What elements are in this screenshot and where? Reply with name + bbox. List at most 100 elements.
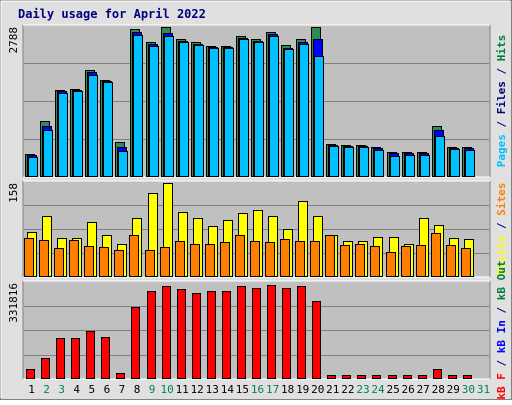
bar-sites-day-15 — [235, 235, 245, 277]
bar-sites-day-30 — [461, 248, 471, 277]
chart-title: Daily usage for April 2022 — [18, 7, 206, 21]
bar-pages-day-20 — [314, 56, 324, 177]
x-tick-label-day-7: 7 — [119, 383, 126, 396]
bar-pages-day-3 — [58, 93, 68, 177]
bar-pages-day-18 — [284, 49, 294, 177]
bar-kb-f-day-21 — [327, 375, 336, 379]
bar-sites-day-2 — [39, 240, 49, 277]
bar-kb-f-day-19 — [297, 286, 306, 379]
bar-pages-day-5 — [88, 75, 98, 177]
bar-pages-day-22 — [344, 147, 354, 177]
bar-sites-day-14 — [220, 242, 230, 277]
x-tick-label-day-6: 6 — [104, 383, 111, 396]
x-tick-label-day-28: 28 — [432, 383, 445, 396]
bar-kb-f-day-15 — [237, 286, 246, 379]
side-legend-part-1-0: Visits — [495, 236, 508, 276]
bar-pages-day-23 — [359, 147, 369, 177]
bar-sites-day-12 — [190, 244, 200, 277]
side-legend-part-2-2: kB In — [495, 320, 508, 353]
bar-sites-day-8 — [129, 235, 139, 277]
x-tick-label-day-18: 18 — [281, 383, 294, 396]
bar-pages-day-21 — [329, 146, 339, 177]
bar-kb-f-day-12 — [192, 293, 201, 379]
x-tick-label-day-29: 29 — [447, 383, 460, 396]
side-legend-part-0-1: / — [495, 114, 508, 134]
panel-pfh-side-legend: Pages / Files / Hits — [495, 35, 508, 168]
side-legends: Pages / Files / Hits Visits / Sites kB F /… — [495, 35, 508, 400]
bar-kb-f-day-28 — [433, 369, 442, 379]
bar-kb-f-day-8 — [131, 307, 140, 379]
bar-kb-f-day-30 — [463, 375, 472, 379]
side-legend-part-2-1: / — [495, 353, 508, 373]
bar-pages-day-10 — [164, 36, 174, 177]
bar-kb-f-day-1 — [26, 369, 35, 379]
bar-pages-day-11 — [179, 42, 189, 177]
bar-sites-day-22 — [340, 245, 350, 277]
bar-kb-f-day-20 — [312, 301, 321, 379]
bar-kb-f-day-6 — [101, 337, 110, 379]
x-tick-label-day-25: 25 — [386, 383, 399, 396]
bar-sites-day-10 — [160, 247, 170, 277]
x-tick-label-day-21: 21 — [326, 383, 339, 396]
bar-kb-f-day-3 — [56, 338, 65, 379]
bar-pages-day-14 — [224, 48, 234, 177]
panel-vs-max-label: 158 — [7, 183, 20, 203]
bar-sites-day-11 — [175, 241, 185, 277]
bar-sites-day-1 — [24, 238, 34, 277]
x-tick-label-day-23: 23 — [356, 383, 369, 396]
x-tick-label-day-10: 10 — [160, 383, 173, 396]
bar-sites-day-26 — [401, 246, 411, 277]
bar-kb-f-day-16 — [252, 288, 261, 379]
side-legend-part-2-4: kB Out — [495, 260, 508, 300]
bar-kb-f-day-11 — [177, 289, 186, 379]
x-tick-label-day-8: 8 — [134, 383, 141, 396]
bar-sites-day-9 — [145, 250, 155, 277]
bar-kb-f-day-2 — [41, 358, 50, 379]
bar-pages-day-19 — [299, 44, 309, 177]
x-tick-label-day-1: 1 — [28, 383, 35, 396]
panel-kb-max-label: 331816 — [7, 283, 20, 323]
x-tick-label-day-14: 14 — [221, 383, 235, 396]
bar-sites-day-29 — [446, 245, 456, 277]
bar-kb-f-day-23 — [357, 375, 366, 379]
side-legend-part-0-4: Hits — [495, 35, 508, 62]
x-tick-label-day-11: 11 — [176, 383, 189, 396]
panel-vs: 158 — [7, 180, 491, 278]
side-legend-part-1-2: Sites — [495, 183, 508, 216]
bar-sites-day-3 — [54, 248, 64, 277]
bar-kb-f-day-18 — [282, 288, 291, 379]
bar-kb-f-day-24 — [372, 375, 381, 379]
bar-sites-day-27 — [416, 245, 426, 277]
bar-kb-f-day-9 — [147, 291, 156, 379]
x-tick-label-day-15: 15 — [236, 383, 249, 396]
bar-kb-f-day-7 — [116, 373, 125, 379]
chart-panels-group: 2788 158 331816 — [7, 24, 491, 380]
bar-kb-f-day-13 — [207, 291, 216, 379]
bar-sites-day-13 — [205, 244, 215, 277]
bar-kb-f-day-29 — [448, 375, 457, 379]
bar-pages-day-28 — [435, 136, 445, 177]
x-tick-label-day-27: 27 — [417, 383, 430, 396]
bar-sites-day-19 — [295, 241, 305, 277]
x-tick-label-day-20: 20 — [311, 383, 324, 396]
x-tick-label-day-5: 5 — [88, 383, 95, 396]
bar-sites-day-25 — [386, 252, 396, 277]
bar-kb-f-day-27 — [418, 375, 427, 379]
panel-pfh: 2788 — [7, 24, 491, 178]
bar-sites-day-21 — [325, 235, 335, 277]
panel-vs-side-legend: Visits / Sites — [495, 183, 508, 276]
x-tick-label-day-2: 2 — [43, 383, 50, 396]
bar-pages-day-6 — [103, 82, 113, 177]
bar-pages-day-25 — [390, 156, 400, 177]
bar-pages-day-27 — [420, 155, 430, 177]
side-legend-part-2-0: kB F — [495, 373, 508, 400]
bar-sites-day-7 — [114, 250, 124, 277]
x-tick-label-day-12: 12 — [191, 383, 204, 396]
bar-pages-day-30 — [465, 150, 475, 177]
x-tick-label-day-16: 16 — [251, 383, 264, 396]
bar-pages-day-13 — [209, 48, 219, 177]
x-tick-label-day-3: 3 — [58, 383, 65, 396]
side-legend-part-0-3: / — [495, 61, 508, 81]
